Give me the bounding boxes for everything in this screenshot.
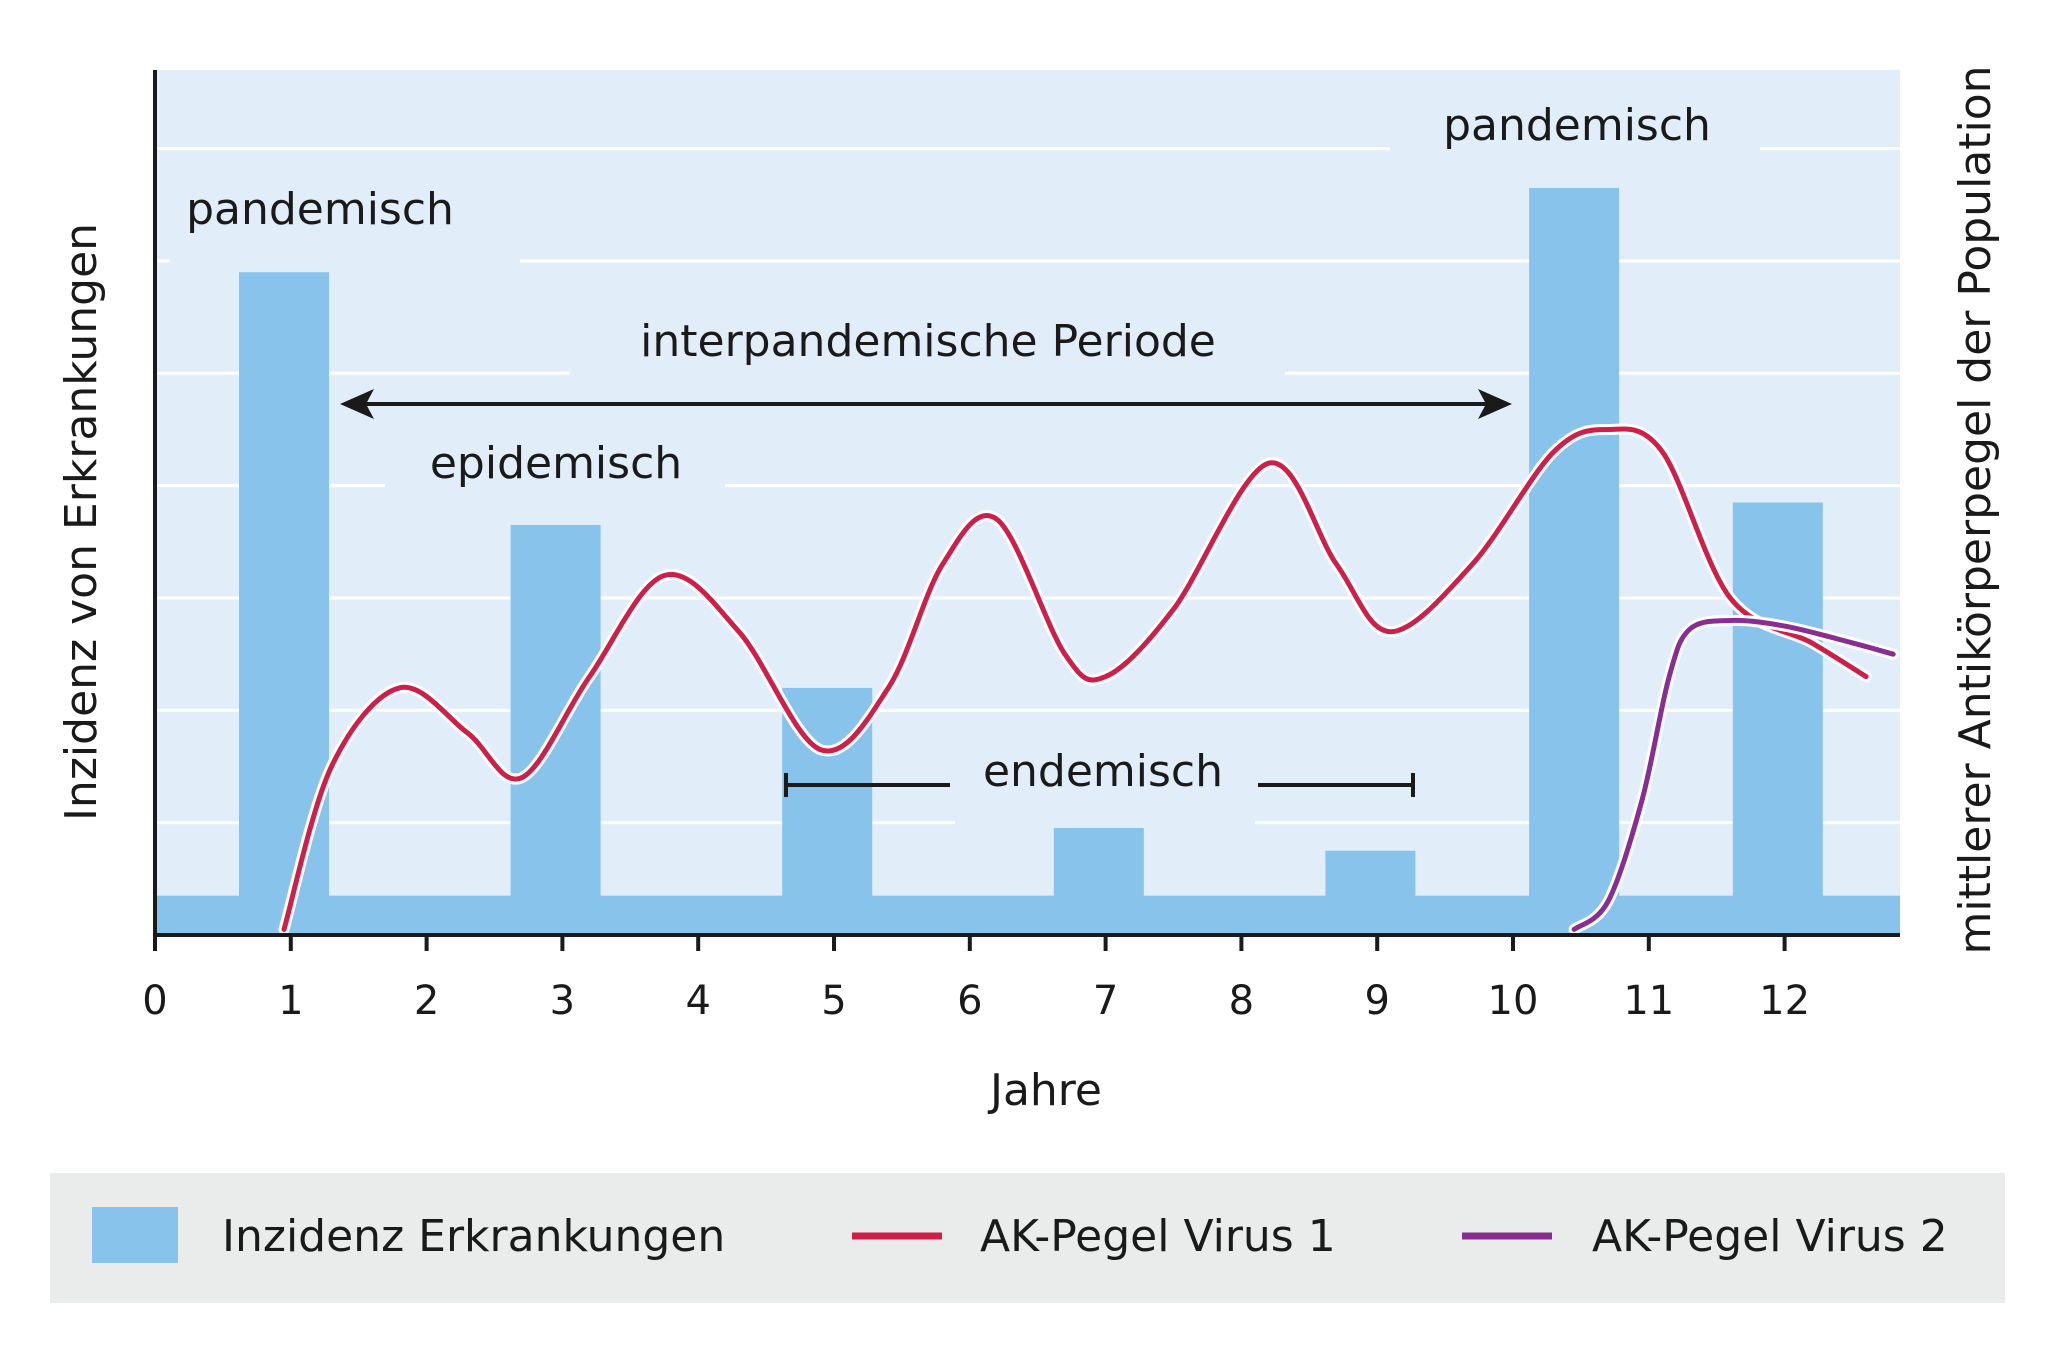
annotation-pandemic-left: pandemisch <box>186 184 454 235</box>
interpandemic-arrow-head-right <box>1478 389 1512 419</box>
x-tick-label: 11 <box>1623 978 1674 1024</box>
x-tick-label: 3 <box>550 978 575 1024</box>
x-tick-label: 1 <box>278 978 303 1024</box>
annotation-endemic: endemisch <box>983 746 1223 797</box>
legend-label-incidence: Inzidenz Erkrankungen <box>222 1211 725 1262</box>
x-tick-label: 10 <box>1488 978 1539 1024</box>
y-axis-title-right: mittlerer Antikörperpegel der Population <box>1950 65 2001 954</box>
label-gap <box>570 320 1285 400</box>
legend-label-virus2: AK-Pegel Virus 2 <box>1592 1211 1948 1262</box>
annotations: pandemisch pandemisch interpandemische P… <box>186 100 1711 797</box>
axes: Jahre Inzidenz von Erkrankungen mittlere… <box>56 65 2001 1116</box>
incidence-bar <box>239 272 330 936</box>
legend: Inzidenz Erkrankungen AK-Pegel Virus 1 A… <box>50 1173 2005 1303</box>
x-tick-label: 2 <box>414 978 439 1024</box>
series-virus1-line <box>281 426 1869 932</box>
incidence-bar <box>1529 187 1620 936</box>
annotation-pandemic-right: pandemisch <box>1443 100 1711 151</box>
x-tick-label: 0 <box>142 978 167 1024</box>
label-gap <box>1390 100 1760 180</box>
incidence-bar <box>1053 811 1144 935</box>
y-axis-title-left: Inzidenz von Erkrankungen <box>56 223 107 821</box>
legend-background <box>50 1173 2005 1303</box>
x-tick-label: 12 <box>1759 978 1810 1024</box>
incidence-baseline <box>155 895 1900 935</box>
incidence-bar <box>1732 502 1823 935</box>
legend-swatch-incidence <box>92 1207 178 1263</box>
label-gap <box>955 748 1255 828</box>
annotation-interpandemic-period: interpandemische Periode <box>640 316 1216 367</box>
x-tick-label: 5 <box>821 978 846 1024</box>
x-tick-label: 6 <box>957 978 982 1024</box>
label-gap <box>385 440 725 520</box>
series-virus2-line <box>1571 617 1896 932</box>
annotation-epidemic: epidemisch <box>430 438 682 489</box>
label-gap <box>170 186 520 266</box>
plot-area <box>155 70 1900 936</box>
x-tick-label: 4 <box>685 978 710 1024</box>
x-tick-label: 8 <box>1229 978 1254 1024</box>
legend-label-virus1: AK-Pegel Virus 1 <box>980 1211 1336 1262</box>
incidence-bar <box>1325 850 1416 935</box>
x-axis-title: Jahre <box>987 1065 1102 1116</box>
x-tick-label: 7 <box>1093 978 1118 1024</box>
x-tick-label: 9 <box>1364 978 1389 1024</box>
interpandemic-arrow-head-left <box>340 389 374 419</box>
